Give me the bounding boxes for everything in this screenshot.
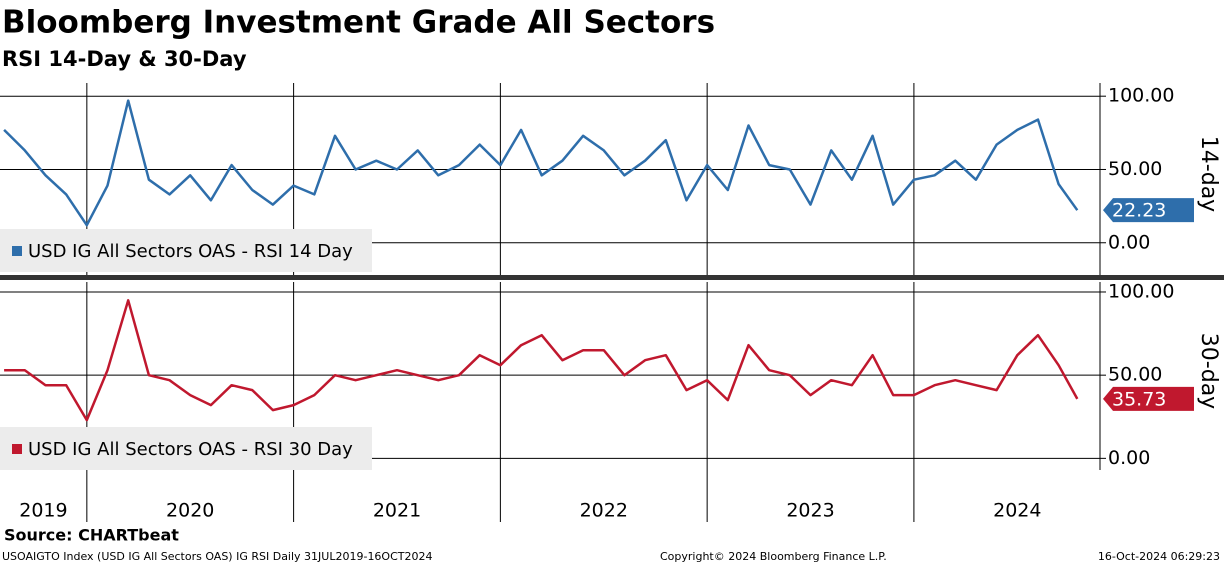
y-tick-label: 50.00	[1108, 158, 1162, 180]
legend-label: USD IG All Sectors OAS - RSI 30 Day	[28, 439, 353, 460]
last-value-tag	[1103, 386, 1194, 411]
y-axis-title: 14-day	[1196, 136, 1221, 212]
chart-subtitle: RSI 14-Day & 30-Day	[2, 47, 247, 71]
last-value-tag	[1103, 198, 1194, 223]
copyright: Copyright© 2024 Bloomberg Finance L.P.	[660, 550, 887, 563]
legend-swatch	[12, 246, 22, 256]
y-tick-label: 100.00	[1108, 85, 1174, 107]
x-tick-label: 2024	[993, 500, 1041, 522]
x-tick-label: 2021	[373, 500, 421, 522]
legend-label: USD IG All Sectors OAS - RSI 14 Day	[28, 241, 353, 262]
last-value-label: 22.23	[1112, 200, 1166, 222]
y-axis-title: 30-day	[1196, 333, 1221, 409]
y-tick-label: 100.00	[1108, 280, 1174, 302]
legend-box	[0, 229, 372, 272]
chart-title: Bloomberg Investment Grade All Sectors	[2, 5, 715, 41]
x-tick-label: 2019	[19, 500, 67, 522]
y-tick-label: 50.00	[1108, 364, 1162, 386]
timestamp: 16-Oct-2024 06:29:23	[1098, 550, 1220, 563]
legend-swatch	[12, 444, 22, 454]
description: USOAIGTO Index (USD IG All Sectors OAS) …	[2, 550, 433, 563]
y-tick-label: 0.00	[1108, 231, 1150, 253]
source: Source: CHARTbeat	[4, 526, 179, 545]
x-tick-label: 2023	[786, 500, 834, 522]
series-line	[4, 299, 1079, 422]
series-line	[3, 99, 1079, 227]
x-tick-label: 2022	[580, 500, 628, 522]
x-tick-label: 2020	[166, 500, 214, 522]
y-tick-label: 0.00	[1108, 447, 1150, 469]
legend-box	[0, 427, 372, 470]
last-value-label: 35.73	[1112, 388, 1166, 410]
panel-divider	[0, 275, 1224, 280]
